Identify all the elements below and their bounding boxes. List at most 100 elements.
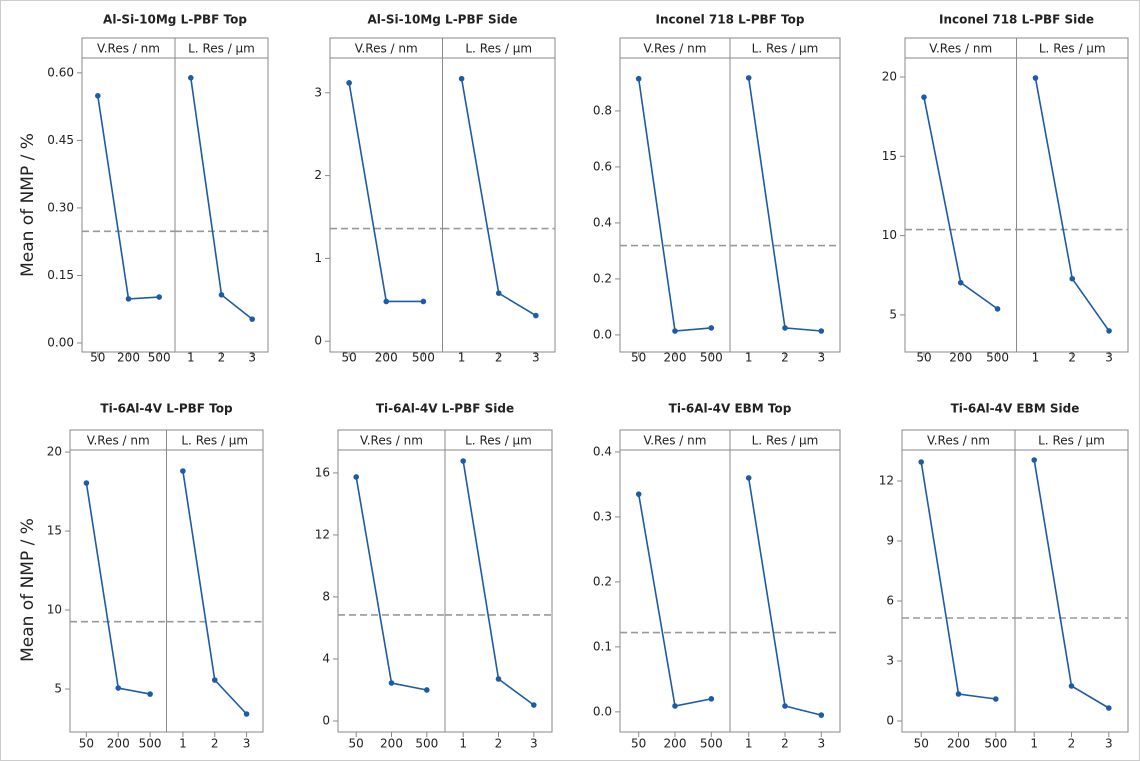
y-tick-label: 0.2 xyxy=(593,271,612,285)
x-tick-label: 1 xyxy=(458,351,466,365)
effect-point xyxy=(708,696,715,702)
effect-point xyxy=(353,474,359,480)
x-tick-label: 200 xyxy=(375,351,398,365)
x-tick-label: 500 xyxy=(986,351,1009,365)
effect-point xyxy=(818,328,825,334)
y-tick-label: 12 xyxy=(879,474,894,488)
effect-point xyxy=(672,703,678,709)
effect-point xyxy=(125,296,132,302)
y-tick-label: 0.6 xyxy=(593,159,612,173)
x-tick-label: 2 xyxy=(495,351,503,365)
x-tick-label: 3 xyxy=(817,737,825,751)
x-tick-label: 2 xyxy=(1068,737,1076,751)
effect-point xyxy=(1105,705,1112,711)
x-tick-label: 50 xyxy=(90,351,105,365)
x-tick-label: 500 xyxy=(148,351,171,365)
y-tick-label: 15 xyxy=(47,524,62,538)
effect-point xyxy=(346,80,352,86)
panel-title: Al-Si-10Mg L-PBF Side xyxy=(368,13,518,27)
x-tick-label: 1 xyxy=(187,351,195,365)
facet-label: L. Res / μm xyxy=(752,434,819,448)
y-tick-label: 4 xyxy=(322,651,330,665)
effect-point xyxy=(994,306,1001,312)
effect-point xyxy=(745,475,752,481)
panel-title: Inconel 718 L-PBF Side xyxy=(939,13,1094,27)
x-tick-label: 200 xyxy=(664,351,687,365)
y-tick-label: 0.45 xyxy=(47,133,74,147)
effect-point xyxy=(95,93,101,99)
y-tick-label: 5 xyxy=(54,682,62,696)
y-tick-label: 0.4 xyxy=(593,215,612,229)
x-tick-label: 50 xyxy=(631,351,646,365)
y-tick-label: 0.00 xyxy=(47,335,74,349)
x-tick-label: 3 xyxy=(243,737,251,751)
x-tick-label: 200 xyxy=(664,737,687,751)
facet-label: V.Res / nm xyxy=(97,42,160,56)
y-tick-label: 3 xyxy=(886,654,894,668)
facet-label: L. Res / μm xyxy=(181,434,248,448)
x-tick-label: 2 xyxy=(781,351,789,365)
effect-point xyxy=(495,676,502,682)
x-tick-label: 3 xyxy=(248,351,256,365)
x-tick-label: 3 xyxy=(1105,351,1113,365)
effect-point xyxy=(1069,275,1076,282)
effect-point xyxy=(745,75,752,81)
x-tick-label: 500 xyxy=(700,351,723,365)
facet-label: L. Res / μm xyxy=(465,434,532,448)
effect-point xyxy=(992,696,999,702)
y-tick-label: 0.30 xyxy=(47,200,74,214)
y-tick-label: 15 xyxy=(882,149,897,163)
facet-label: L. Res / μm xyxy=(1038,434,1105,448)
x-tick-label: 2 xyxy=(495,737,503,751)
x-tick-label: 2 xyxy=(218,351,226,365)
x-tick-label: 3 xyxy=(532,351,540,365)
x-tick-label: 50 xyxy=(79,737,94,751)
x-tick-label: 50 xyxy=(916,351,931,365)
y-tick-label: 6 xyxy=(886,594,894,608)
facet-label: V.Res / nm xyxy=(929,42,992,56)
y-tick-label: 0.15 xyxy=(47,268,74,282)
y-tick-label: 8 xyxy=(322,589,330,603)
effect-point xyxy=(957,279,964,286)
y-tick-label: 0.3 xyxy=(593,509,612,523)
y-tick-label: 0.60 xyxy=(47,65,74,79)
effect-point xyxy=(188,75,194,81)
y-axis-label: Mean of NMP / % xyxy=(18,518,38,662)
effect-point xyxy=(458,75,465,82)
x-tick-label: 1 xyxy=(745,351,753,365)
facet-label: L. Res / μm xyxy=(752,42,819,56)
facet-label: L. Res / μm xyxy=(465,42,532,56)
effect-point xyxy=(420,298,427,305)
effect-point xyxy=(921,94,927,100)
effect-point xyxy=(156,294,162,300)
x-tick-label: 1 xyxy=(179,737,187,751)
effect-point xyxy=(782,703,788,709)
x-tick-label: 2 xyxy=(1068,351,1076,365)
effect-point xyxy=(249,316,255,322)
panel-title: Ti-6Al-4V L-PBF Top xyxy=(100,402,233,416)
x-tick-label: 50 xyxy=(341,351,356,365)
effect-point xyxy=(115,685,122,691)
x-tick-label: 200 xyxy=(949,351,972,365)
effect-point xyxy=(531,702,537,708)
x-tick-label: 500 xyxy=(412,351,435,365)
effect-point xyxy=(533,312,539,319)
effect-point xyxy=(218,292,225,298)
x-tick-label: 2 xyxy=(781,737,789,751)
y-tick-label: 0.2 xyxy=(593,574,612,588)
effect-point xyxy=(460,458,466,464)
x-tick-label: 3 xyxy=(1105,737,1113,751)
effect-point xyxy=(180,468,186,474)
y-tick-label: 3 xyxy=(314,85,322,99)
y-tick-label: 0.1 xyxy=(593,639,612,653)
facet-label: V.Res / nm xyxy=(927,434,990,448)
y-tick-label: 16 xyxy=(315,465,330,479)
x-tick-label: 500 xyxy=(415,737,438,751)
effect-point xyxy=(955,691,962,697)
panel-title: Ti-6Al-4V EBM Top xyxy=(669,402,792,416)
x-tick-label: 200 xyxy=(380,737,403,751)
y-tick-label: 20 xyxy=(882,70,897,84)
y-tick-label: 0 xyxy=(314,334,322,348)
effect-point xyxy=(147,691,153,697)
